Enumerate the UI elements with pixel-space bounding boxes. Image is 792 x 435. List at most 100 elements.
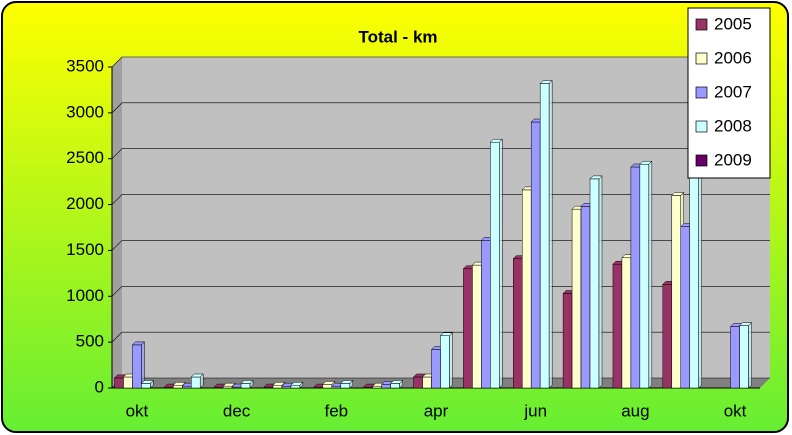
bar [739, 325, 749, 389]
y-tick-label: 0 [95, 377, 104, 396]
plot-area [122, 57, 770, 378]
bar-top [589, 175, 603, 180]
bar-top [738, 322, 753, 326]
legend-swatch [695, 154, 708, 167]
bar-side [598, 175, 603, 389]
chart-title: Total - km [358, 27, 437, 46]
legend-label: 2005 [714, 14, 752, 33]
y-tick-label: 3500 [66, 56, 104, 75]
bar-side [499, 138, 503, 389]
grid-line [111, 194, 770, 205]
bar [689, 149, 699, 389]
x-tick-label: dec [223, 401, 251, 420]
bar-top [172, 381, 186, 386]
bar [240, 383, 251, 389]
bar [372, 385, 382, 389]
y-tick-label: 1000 [66, 286, 104, 305]
legend-label: 2007 [714, 82, 752, 101]
bar [481, 240, 491, 389]
bar [621, 257, 632, 389]
bar [662, 284, 673, 389]
bar [562, 293, 573, 389]
legend-swatch [695, 18, 708, 31]
bar-top [340, 380, 354, 384]
x-tick-label: feb [324, 401, 348, 420]
bar-side [648, 160, 653, 389]
grid-line [111, 285, 770, 297]
x-tick-label: jun [523, 401, 547, 420]
bar [513, 258, 523, 389]
bar [281, 385, 292, 389]
bar-top [671, 192, 685, 196]
bar [730, 326, 740, 389]
bar [463, 268, 473, 389]
bar [671, 195, 681, 389]
bar [472, 264, 482, 389]
bar [490, 141, 500, 389]
grid-line [111, 240, 770, 251]
legend-swatch [695, 86, 708, 99]
bar [589, 178, 600, 389]
bar [521, 189, 532, 389]
y-tick-label: 500 [76, 332, 104, 351]
x-tick-label: aug [621, 401, 649, 420]
bar-top [290, 381, 304, 386]
grid-line [111, 56, 770, 68]
bar [173, 384, 183, 389]
bar [630, 166, 641, 389]
bar-top [489, 138, 503, 143]
y-tick-label: 2000 [66, 194, 104, 213]
bar [141, 383, 151, 389]
bar-top [131, 341, 146, 346]
bar [539, 83, 550, 389]
bar [222, 385, 233, 389]
bar [422, 376, 432, 389]
bar-top [439, 332, 454, 336]
x-tick-label: okt [126, 401, 149, 420]
bar [680, 226, 690, 389]
bar [331, 385, 342, 389]
y-tick-label: 3000 [66, 102, 104, 121]
bar-side [748, 322, 752, 389]
bar [272, 384, 283, 389]
bar [290, 384, 301, 389]
x-tick-label: okt [724, 401, 747, 420]
grid-line [111, 102, 770, 114]
bar-top [240, 380, 254, 384]
y-tick-label: 2500 [66, 148, 104, 167]
bar [182, 385, 192, 389]
bar [571, 208, 582, 389]
legend-label: 2008 [714, 116, 752, 135]
y-tick-label: 1500 [66, 240, 104, 259]
bar [381, 384, 391, 389]
side-wall [112, 57, 122, 388]
legend-label: 2009 [714, 150, 752, 169]
bar [431, 349, 441, 389]
x-tick-label: apr [424, 401, 449, 420]
bar [123, 376, 133, 389]
bar-top [539, 80, 553, 84]
bar-top [190, 373, 204, 378]
bar-side [698, 145, 702, 389]
bar [413, 376, 423, 389]
bar-top [390, 380, 404, 384]
bar [612, 263, 623, 389]
bar-top [322, 381, 336, 385]
bar-side [548, 79, 553, 389]
grid-line [111, 331, 770, 343]
bar [440, 335, 450, 389]
legend-swatch [695, 52, 708, 65]
bar-side [449, 332, 453, 389]
bar [132, 344, 142, 389]
bar [322, 384, 333, 389]
bar-top [140, 380, 154, 384]
bar [580, 206, 591, 389]
bar [530, 121, 541, 389]
bar [114, 377, 124, 389]
bar-top [639, 160, 653, 165]
bar-top [222, 382, 236, 387]
grid-line [111, 148, 770, 159]
bar-top [272, 381, 286, 386]
bar [340, 383, 351, 389]
